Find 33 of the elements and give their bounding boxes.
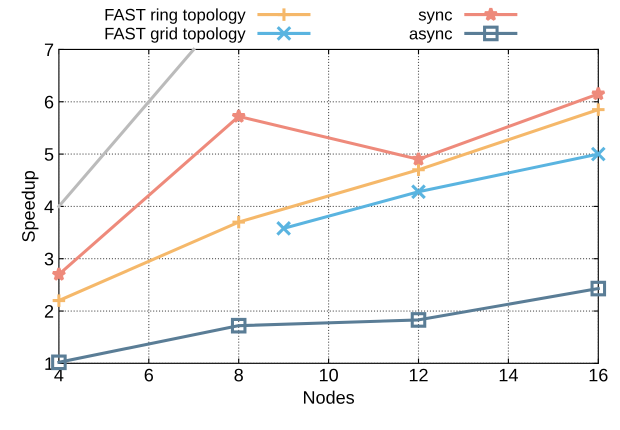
x-tick-label: 10 [320,368,338,382]
point [51,354,67,370]
x-tick-label: 16 [590,368,608,382]
legend-label: FAST grid topology [106,27,246,43]
y-axis-title: Speedup [22,171,38,242]
y-tick-label: 5 [44,148,54,161]
point [410,312,426,328]
x-tick-label: 12 [410,368,428,382]
point [410,162,426,178]
legend-label: sync [418,11,452,24]
y-tick-label: 4 [44,200,54,213]
point [230,318,246,334]
x-tick-label: 6 [144,368,154,382]
point [590,146,606,162]
x-axis-title: Nodes [304,390,354,404]
point [590,102,606,118]
point [410,184,426,200]
y-tick-label: 6 [44,96,54,108]
y-tick-label: 7 [44,44,54,56]
y-tick-label: 2 [44,304,54,318]
legend-label: async [410,30,452,43]
point [411,152,426,166]
legend-label: FAST ring topology [106,8,246,24]
x-tick-label: 14 [500,368,518,382]
point [51,266,66,281]
point [590,86,606,101]
point [230,214,246,230]
x-tick-label: 8 [234,368,243,382]
point [590,280,606,296]
point [231,108,246,123]
y-tick-label: 3 [44,252,54,266]
x-tick-label: 4 [54,368,64,382]
point [276,220,292,236]
